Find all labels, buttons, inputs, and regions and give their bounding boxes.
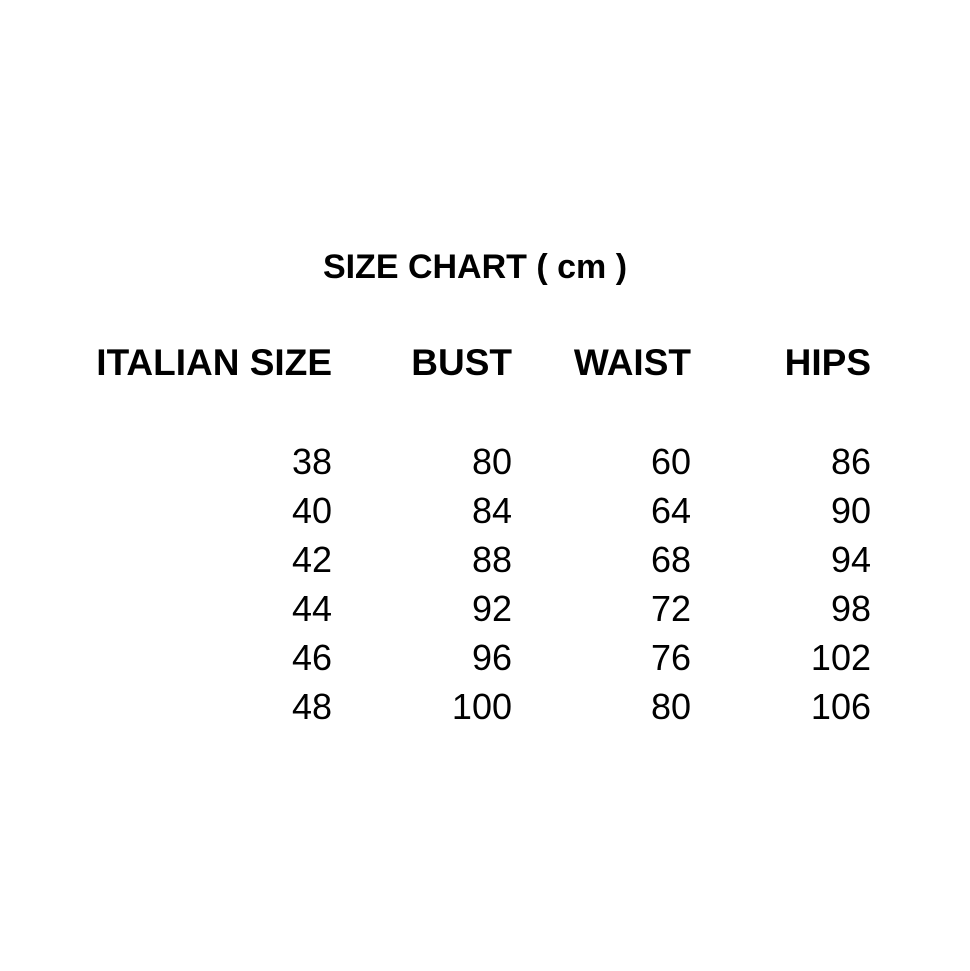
column-header-waist: WAIST <box>573 342 691 383</box>
cell-waist: 68 <box>650 539 691 580</box>
cell-hips: 98 <box>830 588 871 629</box>
cell-waist: 60 <box>650 441 691 482</box>
cell-bust: 80 <box>471 441 512 482</box>
cell-bust: 96 <box>471 637 512 678</box>
column-header-italian-size: ITALIAN SIZE <box>96 342 332 383</box>
cell-bust: 100 <box>451 686 512 727</box>
cell-italian-size: 40 <box>291 490 332 531</box>
cell-hips: 102 <box>810 637 871 678</box>
cell-italian-size: 38 <box>291 441 332 482</box>
cell-bust: 92 <box>471 588 512 629</box>
cell-hips: 86 <box>830 441 871 482</box>
cell-waist: 80 <box>650 686 691 727</box>
column-header-hips: HIPS <box>784 342 871 383</box>
cell-bust: 84 <box>471 490 512 531</box>
cell-italian-size: 44 <box>291 588 332 629</box>
cell-hips: 94 <box>830 539 871 580</box>
cell-waist: 72 <box>650 588 691 629</box>
cell-hips: 90 <box>830 490 871 531</box>
cell-waist: 64 <box>650 490 691 531</box>
column-header-bust: BUST <box>411 342 512 383</box>
cell-italian-size: 46 <box>291 637 332 678</box>
cell-bust: 88 <box>471 539 512 580</box>
cell-italian-size: 48 <box>291 686 332 727</box>
page-title: SIZE CHART ( cm ) <box>322 248 628 286</box>
cell-waist: 76 <box>650 637 691 678</box>
cell-hips: 106 <box>810 686 871 727</box>
cell-italian-size: 42 <box>291 539 332 580</box>
